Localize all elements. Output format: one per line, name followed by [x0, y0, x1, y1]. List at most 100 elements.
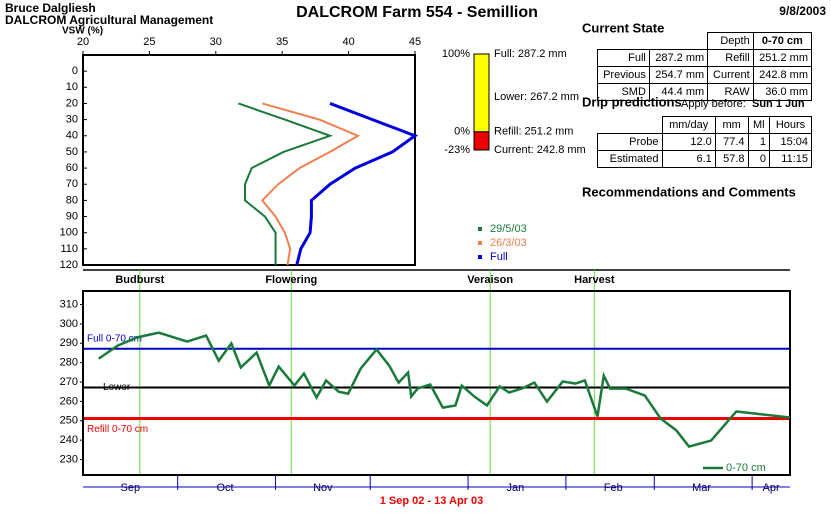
cell — [598, 117, 663, 134]
x-tick-label: 35 — [276, 36, 288, 48]
x-tick-label: Jan — [507, 482, 525, 494]
x-tick-label: 40 — [342, 36, 354, 48]
y-tick-label: 260 — [60, 395, 78, 407]
gauge-tick-label: 0% — [454, 126, 470, 138]
row: Estimated 6.1 57.8 0 11:15 — [597, 150, 812, 168]
title: DALCROM Farm 554 - Semillion — [296, 4, 538, 21]
header-cell: mm/day — [661, 116, 716, 134]
legend-swatch — [478, 241, 482, 245]
header-cell: mm — [714, 116, 749, 134]
legend-label: Full — [490, 251, 508, 263]
cell: 6.1 — [661, 150, 716, 168]
x-tick-label: 45 — [409, 36, 421, 48]
cell: 15:04 — [769, 133, 812, 151]
stage-label: Veraison — [467, 274, 513, 286]
legend-swatch — [478, 227, 482, 231]
cell: Full — [597, 49, 650, 67]
cell: Refill — [707, 49, 754, 67]
legend-label: 26/3/03 — [490, 237, 527, 249]
gauge-tick-label: 100% — [442, 48, 470, 60]
row: mm/day mm Ml Hours — [598, 116, 812, 134]
cell: SMD — [597, 83, 650, 101]
user: Bruce Dalgliesh — [5, 1, 96, 15]
legend-swatch — [478, 255, 482, 259]
y-tick-label: 20 — [66, 97, 78, 109]
cell — [649, 33, 707, 50]
y-tick-label: 100 — [60, 227, 78, 239]
header-cell: Ml — [747, 116, 771, 134]
cell: RAW — [707, 83, 754, 101]
profile-line — [238, 102, 334, 265]
header-cell: Hours — [769, 116, 812, 134]
cell: 44.4 mm — [648, 83, 709, 101]
y-tick-label: 40 — [66, 130, 78, 142]
row: Depth 0-70 cm — [598, 32, 813, 50]
y-tick-label: 290 — [60, 337, 78, 349]
x-tick-label: Oct — [216, 482, 233, 494]
cell: 77.4 — [714, 133, 749, 151]
cell: 242.8 mm — [752, 66, 813, 84]
y-tick-label: 270 — [60, 376, 78, 388]
y-tick-label: 240 — [60, 434, 78, 446]
y-tick-label: 310 — [60, 298, 78, 310]
gauge-bar — [473, 53, 490, 133]
cell — [598, 33, 650, 50]
y-tick-label: 50 — [66, 146, 78, 158]
date: 9/8/2003 — [779, 4, 826, 18]
y-tick-label: 10 — [66, 81, 78, 93]
cell: 0 — [747, 150, 771, 168]
series-line — [98, 331, 791, 448]
x-tick-label: Nov — [313, 482, 333, 494]
x-axis-label: 1 Sep 02 - 13 Apr 03 — [380, 495, 484, 507]
apply-date: Sun 1 Jun — [752, 98, 805, 110]
row: Previous 254.7 mm Current 242.8 mm — [597, 66, 813, 84]
y-tick-label: 120 — [60, 259, 78, 271]
y-tick-label: 30 — [66, 114, 78, 126]
x-tick-label: 25 — [143, 36, 155, 48]
current-state-title: Current State — [582, 20, 664, 35]
y-tick-label: 110 — [60, 243, 78, 255]
reference-label: Lower — [103, 382, 131, 393]
x-tick-label: Mar — [692, 482, 711, 494]
profile-line — [260, 102, 361, 266]
current-state-table: Depth 0-70 cm Full 287.2 mm Refill 251.2 mm Pr… — [597, 32, 813, 101]
plot-frame — [82, 54, 416, 266]
row: SMD 44.4 mm RAW 36.0 mm — [597, 83, 813, 101]
gauge-tick-label: -23% — [444, 144, 470, 156]
y-tick-label: 0 — [72, 65, 78, 77]
cell: 36.0 mm — [752, 83, 813, 101]
apply-label: Apply before: — [681, 98, 746, 110]
plot-frame — [82, 290, 791, 476]
cell: 1 — [747, 133, 771, 151]
x-axis-label: VSW (%) — [62, 26, 103, 37]
cell: 287.2 mm — [648, 49, 709, 67]
y-tick-label: 300 — [60, 318, 78, 330]
gauge-bar — [473, 131, 490, 151]
profile-line — [295, 102, 419, 266]
y-tick-label: 80 — [66, 194, 78, 206]
organisation: DALCROM Agricultural Management — [5, 13, 213, 27]
stage-label: Harvest — [574, 274, 615, 286]
gauge-level-label: Lower: 267.2 mm — [494, 91, 579, 103]
y-tick-label: 70 — [66, 178, 78, 190]
x-tick-label: Sep — [121, 482, 141, 494]
legend-label: 0-70 cm — [726, 462, 766, 474]
cell: 0-70 cm — [752, 32, 813, 50]
row: Probe 12.0 77.4 1 15:04 — [597, 133, 812, 151]
y-tick-label: 230 — [60, 453, 78, 465]
stage-label: Budburst — [115, 274, 164, 286]
recommendations-title: Recommendations and Comments — [582, 184, 796, 199]
gauge-level-label: Refill: 251.2 mm — [494, 126, 573, 138]
cell: 57.8 — [714, 150, 749, 168]
reference-label: Refill 0-70 cm — [87, 424, 148, 435]
cell: Depth — [707, 32, 754, 50]
cell: Probe — [597, 133, 663, 151]
cell: 254.7 mm — [648, 66, 709, 84]
x-tick-label: 30 — [210, 36, 222, 48]
x-tick-label: 20 — [77, 36, 89, 48]
legend-label: 29/5/03 — [490, 223, 527, 235]
cell: 251.2 mm — [752, 49, 813, 67]
drip-table: mm/day mm Ml Hours Probe 12.0 77.4 1 15:04 Estima… — [597, 116, 812, 168]
cell: 12.0 — [661, 133, 716, 151]
